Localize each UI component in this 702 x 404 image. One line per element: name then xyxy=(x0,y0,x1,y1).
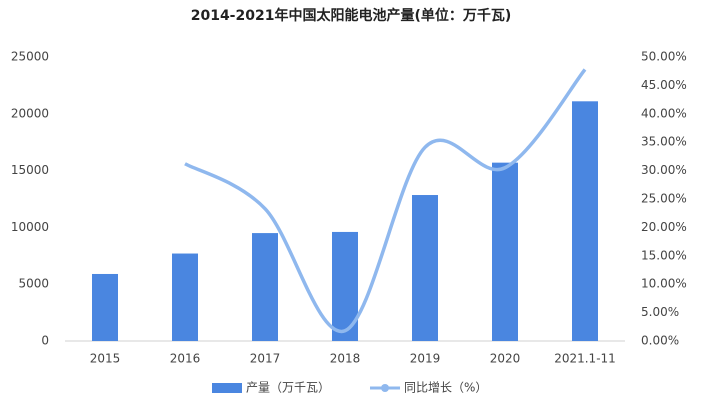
x-tick-label: 2018 xyxy=(330,352,361,366)
y-tick-label: 25000 xyxy=(11,50,49,64)
legend-label: 产量（万千瓦） xyxy=(246,381,330,395)
y2-tick-label: 15.00% xyxy=(641,248,687,262)
x-tick-label: 2021.1-11 xyxy=(554,352,616,366)
y2-tick-label: 25.00% xyxy=(641,192,687,206)
bar xyxy=(572,101,598,341)
x-tick-label: 2020 xyxy=(490,352,521,366)
y2-tick-label: 30.00% xyxy=(641,163,687,177)
y-tick-label: 10000 xyxy=(11,220,49,234)
y2-tick-label: 45.00% xyxy=(641,78,687,92)
y-tick-label: 0 xyxy=(41,334,49,348)
line xyxy=(184,68,587,334)
y2-tick-label: 35.00% xyxy=(641,135,687,149)
bar xyxy=(92,273,118,341)
bar xyxy=(412,195,438,341)
bar xyxy=(252,233,278,341)
chart-title: 2014-2021年中国太阳能电池产量(单位：万千瓦) xyxy=(191,7,512,24)
y2-tick-label: 50.00% xyxy=(641,50,687,64)
x-tick-label: 2019 xyxy=(410,352,441,366)
legend-marker xyxy=(381,384,390,392)
y2-tick-label: 20.00% xyxy=(641,220,687,234)
y2-tick-label: 40.00% xyxy=(641,106,687,120)
legend-label: 同比增长（%） xyxy=(404,381,487,395)
y2-tick-label: 5.00% xyxy=(641,305,679,319)
y-tick-label: 15000 xyxy=(11,163,49,177)
bar xyxy=(492,162,518,341)
x-tick-label: 2017 xyxy=(250,352,281,366)
x-tick-label: 2016 xyxy=(170,352,201,366)
y-tick-label: 20000 xyxy=(11,106,49,120)
y2-tick-label: 0.00% xyxy=(641,334,679,348)
y-tick-label: 5000 xyxy=(18,277,49,291)
bar xyxy=(172,253,198,341)
legend-swatch xyxy=(212,383,242,393)
y2-tick-label: 10.00% xyxy=(641,277,687,291)
x-tick-label: 2015 xyxy=(90,352,121,366)
